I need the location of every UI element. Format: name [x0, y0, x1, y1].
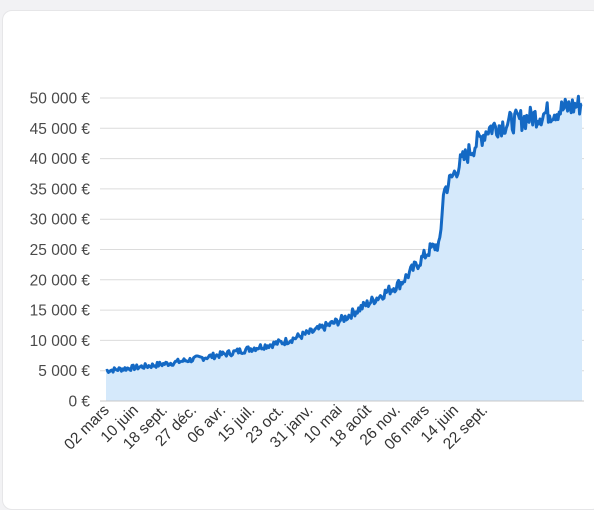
y-tick-label: 15 000 €: [30, 303, 91, 320]
y-tick-label: 45 000 €: [30, 121, 91, 138]
y-tick-label: 40 000 €: [30, 151, 91, 168]
y-axis-ticks: 0 € 5 000 € 10 000 € 15 000 € 20 000 € 25 000…: [30, 91, 91, 411]
series-area: [106, 96, 582, 402]
y-tick-label: 30 000 €: [30, 212, 91, 229]
y-tick-label: 25 000 €: [30, 242, 91, 259]
y-tick-label: 20 000 €: [30, 272, 91, 289]
y-tick-label: 35 000 €: [30, 181, 91, 198]
y-tick-label: 10 000 €: [30, 333, 91, 350]
y-tick-label: 5 000 €: [38, 363, 90, 380]
y-tick-label: 50 000 €: [30, 91, 91, 108]
y-tick-label: 0 €: [68, 394, 90, 411]
series-line: [105, 94, 583, 374]
